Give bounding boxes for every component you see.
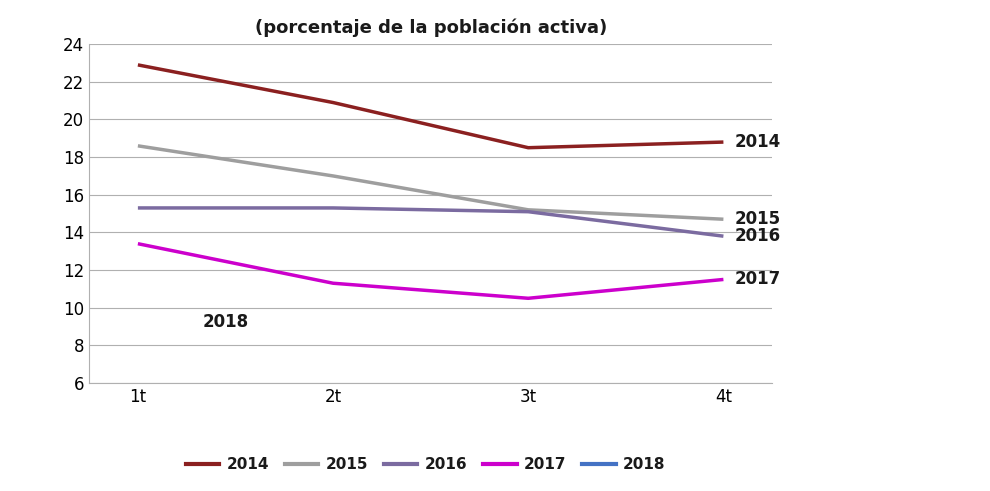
Text: 2018: 2018 xyxy=(203,313,248,331)
Text: 2017: 2017 xyxy=(735,271,781,288)
Text: 2014: 2014 xyxy=(735,133,781,151)
Text: 2015: 2015 xyxy=(735,210,781,228)
Title: (porcentaje de la población activa): (porcentaje de la población activa) xyxy=(254,19,607,37)
Text: 2016: 2016 xyxy=(735,227,781,245)
Legend: 2014, 2015, 2016, 2017, 2018: 2014, 2015, 2016, 2017, 2018 xyxy=(179,451,672,478)
